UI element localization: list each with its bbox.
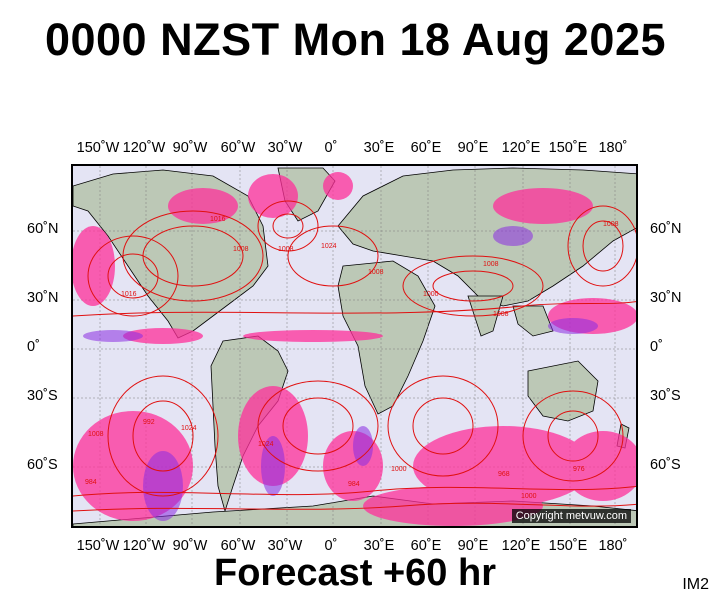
lon-label-bottom-150w: 150˚W [76,538,120,554]
pressure-label: 1000 [423,291,439,298]
lat-label-right-30s: 30˚S [650,388,681,404]
map-canvas: 1016 1016 1008 1008 1024 1008 1000 1008 … [73,166,636,526]
pressure-label: 976 [573,466,585,473]
lon-label-top-30w: 30˚W [267,140,303,156]
lon-label-bottom-60e: 60˚E [410,538,442,554]
lat-label-left-0: 0˚ [27,339,40,355]
lon-label-bottom-180: 180˚ [598,538,628,554]
pressure-label: 1000 [521,493,537,500]
pressure-label: 1024 [181,425,197,432]
forecast-map: 1016 1016 1008 1008 1024 1008 1000 1008 … [71,164,638,528]
pressure-label: 1000 [391,466,407,473]
pressure-label: 1008 [493,311,509,318]
lon-label-bottom-90w: 90˚W [172,538,208,554]
forecast-subtitle: Forecast +60 hr [214,552,496,594]
pressure-label: 992 [143,419,155,426]
lon-label-bottom-30e: 30˚E [363,538,395,554]
pressure-label: 1016 [210,216,226,223]
pressure-label: 1024 [258,441,274,448]
pressure-label: 1024 [321,243,337,250]
lon-label-top-60e: 60˚E [410,140,442,156]
image-tag: IM2 [682,576,709,593]
lat-label-right-30n: 30˚N [650,290,682,306]
lat-label-right-60s: 60˚S [650,457,681,473]
lon-label-bottom-120e: 120˚E [501,538,541,554]
lon-label-top-30e: 30˚E [363,140,395,156]
copyright-notice: Copyright metvuw.com [511,509,631,523]
lon-label-top-180: 180˚ [598,140,628,156]
pressure-label: 1008 [368,269,384,276]
pressure-label: 1016 [121,291,137,298]
lat-label-left-60s: 60˚S [27,457,58,473]
lon-label-bottom-120w: 120˚W [122,538,166,554]
australia [527,360,599,422]
lon-label-top-150w: 150˚W [76,140,120,156]
lon-label-bottom-0: 0˚ [324,538,338,554]
lon-label-bottom-30w: 30˚W [267,538,303,554]
lon-label-bottom-90e: 90˚E [457,538,489,554]
map-title: 0000 NZST Mon 18 Aug 2025 [44,14,667,65]
lon-label-bottom-150e: 150˚E [548,538,588,554]
lat-label-left-60n: 60˚N [27,221,59,237]
pressure-label: 1008 [278,246,294,253]
lon-label-top-120w: 120˚W [122,140,166,156]
pressure-label: 1008 [483,261,499,268]
pressure-label: 968 [498,471,510,478]
pressure-label: 984 [348,481,360,488]
africa [337,260,436,415]
lon-label-top-120e: 120˚E [501,140,541,156]
pressure-label: 1008 [233,246,249,253]
lon-label-top-0: 0˚ [324,140,338,156]
lat-label-left-30s: 30˚S [27,388,58,404]
lat-label-left-30n: 30˚N [27,290,59,306]
lat-label-right-0: 0˚ [650,339,663,355]
lon-label-bottom-60w: 60˚W [220,538,256,554]
southeast-asia [512,305,554,337]
lon-label-top-150e: 150˚E [548,140,588,156]
pressure-label: 1008 [603,221,619,228]
lon-label-top-60w: 60˚W [220,140,256,156]
lon-label-top-90e: 90˚E [457,140,489,156]
isobars [73,200,636,512]
pressure-labels: 1016 1016 1008 1008 1024 1008 1000 1008 … [85,216,619,500]
pressure-label: 1008 [88,431,104,438]
lat-label-right-60n: 60˚N [650,221,682,237]
lon-label-top-90w: 90˚W [172,140,208,156]
pressure-label: 984 [85,479,97,486]
